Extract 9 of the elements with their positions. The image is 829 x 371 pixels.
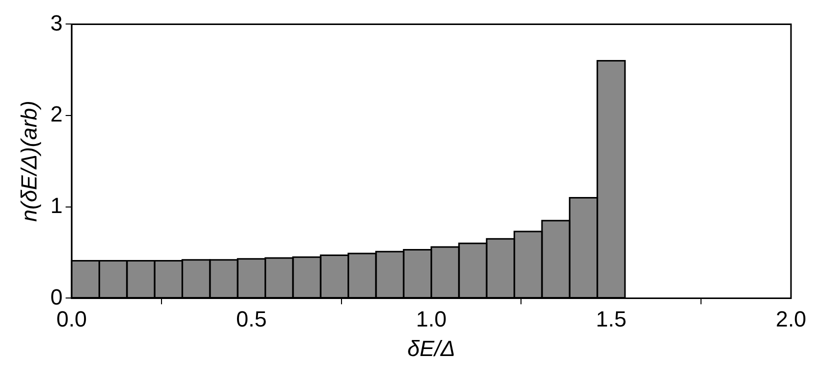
y-axis-title: n(δE/Δ)(arb) [16, 100, 42, 222]
x-tick-label: 1.0 [416, 306, 447, 332]
x-axis-title: δE/Δ [407, 336, 456, 361]
x-tick-label: 2.0 [776, 306, 806, 332]
x-tick-label: 1.5 [596, 306, 626, 332]
x-tick-label: 0.5 [236, 306, 267, 332]
y-tick-label: 2 [50, 102, 63, 127]
y-tick-label: 3 [50, 10, 63, 36]
y-tick-label: 1 [50, 192, 63, 218]
